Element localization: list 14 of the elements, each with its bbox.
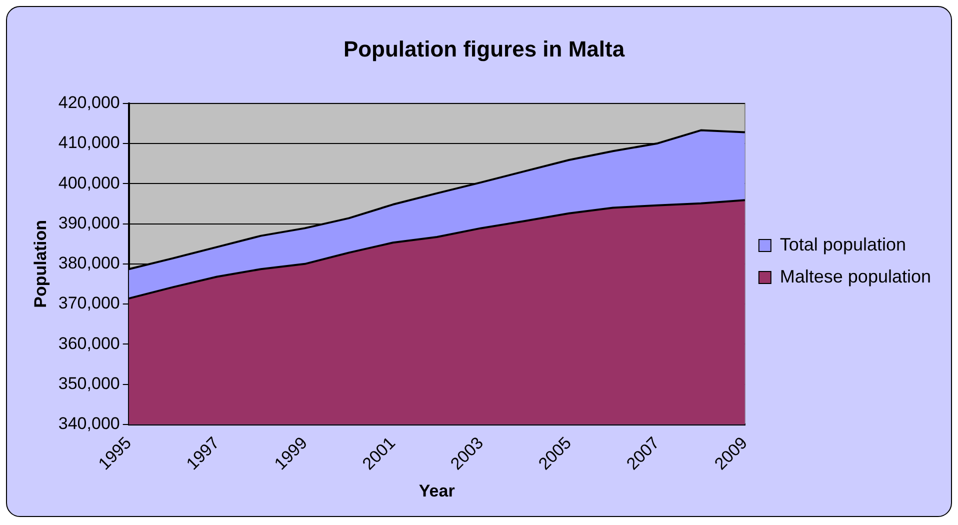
legend-label: Maltese population	[780, 266, 932, 286]
y-axis-title: Population	[30, 220, 50, 308]
y-tick-label: 420,000	[58, 93, 120, 112]
legend-label: Total population	[780, 234, 906, 254]
y-tick-label: 410,000	[58, 133, 120, 152]
y-tick-label: 370,000	[58, 294, 120, 313]
y-tick-label: 360,000	[58, 334, 120, 353]
y-tick-label: 400,000	[58, 173, 120, 192]
y-tick-label: 350,000	[58, 374, 120, 393]
y-tick-label: 380,000	[58, 254, 120, 273]
x-axis-title: Year	[418, 481, 456, 500]
y-tick-label: 390,000	[58, 213, 120, 232]
chart-title: Population figures in Malta	[343, 36, 626, 62]
y-tick-label: 340,000	[58, 414, 120, 434]
